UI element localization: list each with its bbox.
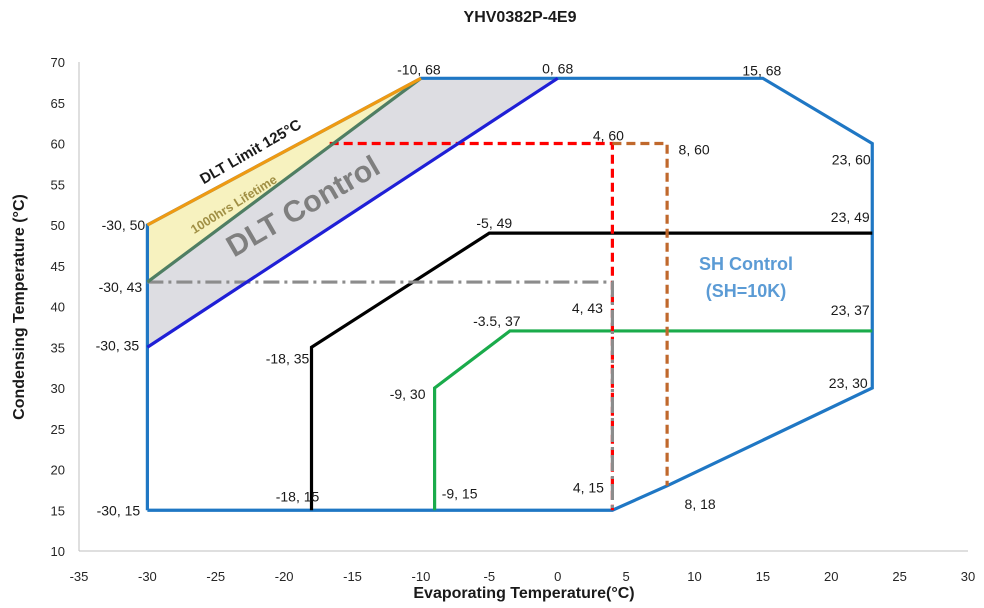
x-tick-label: 0	[554, 569, 561, 584]
y-tick-label: 20	[51, 463, 65, 478]
series-layer	[145, 76, 874, 512]
point-label: 4, 43	[572, 300, 603, 316]
x-tick-label: -15	[343, 569, 362, 584]
series-line-9	[146, 76, 422, 227]
x-tick-label: 25	[892, 569, 906, 584]
point-label: -18, 35	[266, 350, 310, 366]
point-label: -9, 15	[442, 485, 478, 501]
series-line-3	[433, 329, 873, 511]
x-tick-label: -10	[412, 569, 431, 584]
x-tick-label: -35	[70, 569, 89, 584]
y-tick-label: 40	[51, 300, 65, 315]
y-tick-label: 25	[51, 422, 65, 437]
y-tick-label: 30	[51, 381, 65, 396]
point-label: 8, 18	[685, 496, 716, 512]
x-tick-label: -20	[275, 569, 294, 584]
y-tick-label: 15	[51, 503, 65, 518]
point-label: 23, 49	[831, 209, 870, 225]
point-label: 23, 37	[831, 302, 870, 318]
sh-value-label: (SH=10K)	[706, 281, 787, 301]
y-tick-label: 10	[51, 544, 65, 559]
y-tick-label: 55	[51, 177, 65, 192]
series-line-2	[309, 231, 873, 511]
y-tick-label: 60	[51, 137, 65, 152]
point-labels: -10, 68 0, 68 15, 68 4, 60 8, 60 23, 60 -30, 5…	[96, 60, 871, 518]
point-label: 23, 30	[829, 375, 868, 391]
point-label: 8, 60	[679, 142, 710, 158]
x-tick-label: 15	[756, 569, 770, 584]
point-label: -10, 68	[397, 61, 441, 77]
x-tick-label: 10	[687, 569, 701, 584]
y-tick-label: 65	[51, 96, 65, 111]
point-label: 4, 15	[573, 479, 604, 495]
point-label: 4, 60	[593, 128, 624, 144]
series-line-6	[147, 280, 615, 511]
point-label: 23, 60	[832, 152, 871, 168]
y-tick-label: 45	[51, 259, 65, 274]
x-tick-labels: -35 -30 -25 -20 -15 -10 -5 0 5 10 15 20 25 30	[70, 569, 976, 584]
x-tick-label: -25	[206, 569, 225, 584]
point-label: -30, 15	[97, 502, 141, 518]
point-label: -30, 43	[99, 279, 143, 295]
x-tick-label: 30	[961, 569, 975, 584]
x-axis-title: Evaporating Temperature(°C)	[413, 585, 634, 602]
point-label: -30, 35	[96, 337, 140, 353]
series-line-8	[146, 77, 422, 284]
point-label: -9, 30	[390, 386, 426, 402]
point-label: -3.5, 37	[473, 313, 521, 329]
sh-control-label: SH Control	[699, 254, 793, 274]
y-tick-label: 70	[51, 55, 65, 70]
y-tick-label: 50	[51, 218, 65, 233]
y-axis-title: Condensing Temperature (°C)	[11, 194, 28, 420]
point-label: -18, 15	[276, 488, 320, 504]
x-tick-label: -5	[484, 569, 496, 584]
point-label: 0, 68	[542, 60, 573, 76]
y-tick-labels: 10 15 20 25 30 35 40 45 50 55 60 65 70	[51, 55, 65, 559]
series-line-7	[146, 76, 559, 349]
chart-title: YHV0382P-4E9	[464, 9, 577, 26]
x-tick-label: 20	[824, 569, 838, 584]
plot-area	[78, 62, 968, 552]
series-line-5	[612, 141, 669, 486]
y-tick-label: 35	[51, 340, 65, 355]
x-tick-label: 5	[622, 569, 629, 584]
point-label: -5, 49	[476, 215, 512, 231]
point-label: -30, 50	[102, 217, 146, 233]
point-label: 15, 68	[742, 62, 781, 78]
x-tick-label: -30	[138, 569, 157, 584]
